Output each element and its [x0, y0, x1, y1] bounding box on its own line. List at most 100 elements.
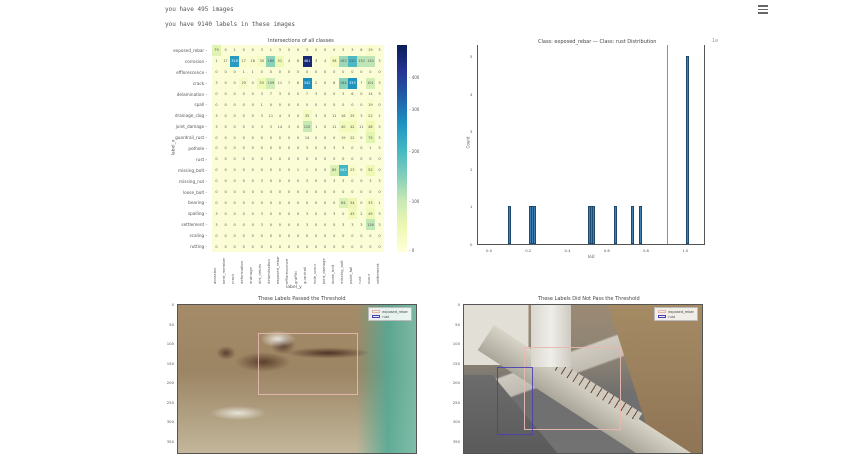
heatmap-cell: 0 — [215, 244, 218, 249]
heatmap-row-label: corrosion - — [184, 58, 207, 64]
heatmap-cell: 0 — [251, 102, 254, 107]
heatmap-cell: 22 — [347, 132, 357, 144]
heatmap-cell: 0 — [324, 200, 327, 205]
heatmap-cell: 3 — [314, 92, 318, 97]
heatmap-cell: 0 — [333, 70, 336, 75]
heatmap-row-label: exposed_rebar - — [173, 48, 207, 53]
heatmap-cell: 0 — [287, 70, 291, 75]
heatmap-cell: 0 — [314, 211, 318, 216]
heatmap-cell: 0 — [278, 179, 281, 184]
heatmap-cell: 0 — [342, 244, 345, 249]
heatmap-cell: 0 — [360, 102, 363, 107]
heatmap-cell: 0 — [360, 244, 363, 249]
heatmap-cell: 3 — [378, 135, 381, 140]
histogram-bar — [533, 206, 537, 244]
heatmap-cell: 3 — [378, 92, 381, 97]
heatmap-cell: 0 — [251, 92, 254, 97]
heatmap-cell: 0 — [314, 135, 318, 140]
heatmap-cell: 0 — [269, 70, 272, 75]
heatmap-cell: 49 — [365, 208, 375, 220]
heatmap-cell: 0 — [260, 200, 263, 205]
histogram-bar — [631, 206, 635, 244]
histogram-y-tick: 5 — [470, 54, 473, 60]
expand-icon[interactable]: 1e — [712, 38, 719, 44]
heatmap-cell: 0 — [369, 157, 372, 162]
heatmap-cell: 0 — [369, 244, 372, 249]
heatmap-cell: 35 — [302, 110, 312, 122]
heatmap-cell: 0 — [324, 135, 327, 140]
heatmap-cell: 0 — [260, 244, 263, 249]
heatmap-cell: 23 — [347, 164, 357, 176]
histogram-x-tick: 0.8 — [642, 248, 649, 253]
heatmap-cell: 0 — [296, 135, 300, 140]
heatmap-cell: 0 — [278, 200, 281, 205]
heatmap-col-label: abrasion — [212, 267, 217, 284]
heatmap-cell: 11 — [268, 113, 274, 118]
heatmap-cell: 0 — [360, 190, 363, 195]
legend-label: exposed_rebar — [382, 309, 408, 314]
heatmap-cell: 3 — [351, 48, 354, 53]
heatmap-cell: 461 — [302, 55, 312, 67]
heatmap-cell: 0 — [269, 102, 272, 107]
heatmap-cell: 0 — [233, 70, 236, 75]
heatmap-cell: 0 — [360, 233, 363, 238]
heatmap-cell: 0 — [269, 190, 272, 195]
heatmap-cell: 3 — [260, 48, 263, 53]
image-legend: exposed_rebar rust — [368, 307, 412, 321]
heatmap-cell: 6 — [296, 81, 300, 86]
histogram-bar — [592, 206, 596, 244]
heatmap-cell: 0 — [233, 222, 236, 227]
heatmap-cell: 2 — [360, 211, 363, 216]
heatmap-cell: 0 — [224, 113, 227, 118]
heatmap-cell: 0 — [287, 146, 291, 151]
heatmap-cell: 0 — [324, 70, 327, 75]
heatmap-cell: 6 — [351, 92, 354, 97]
bbox-exposed-rebar — [258, 333, 358, 395]
heatmap-cell: 0 — [360, 179, 363, 184]
heatmap-cell: 0 — [369, 233, 372, 238]
heatmap-cell: 0 — [369, 190, 372, 195]
heatmap-cell: 0 — [324, 211, 327, 216]
heatmap-cell: 0 — [269, 211, 272, 216]
heatmap-cell: 342 — [302, 77, 312, 89]
heatmap-cell: 1 — [251, 70, 254, 75]
hamburger-menu-icon[interactable] — [758, 5, 768, 14]
heatmap-cell: 3 — [260, 92, 263, 97]
histogram-bar — [613, 206, 617, 244]
heatmap-cell: 14 — [304, 135, 310, 140]
heatmap-cell: 4 — [278, 113, 281, 118]
heatmap-cell: 0 — [324, 168, 327, 173]
heatmap-cell: 0 — [278, 168, 281, 173]
heatmap-cell: 0 — [242, 233, 245, 238]
heatmap-cell: 0 — [342, 157, 345, 162]
heatmap-cell: 0 — [233, 124, 236, 129]
failed-threshold-title: These Labels Did Not Pass the Threshold — [538, 296, 640, 302]
heatmap-cell: 0 — [305, 70, 309, 75]
heatmap-cell: 0 — [314, 190, 318, 195]
heatmap-cell: 36 — [329, 55, 339, 67]
heatmap-cell: 0 — [314, 70, 318, 75]
image-y-tick: 300 — [166, 419, 174, 424]
image-y-tick: 50 — [169, 321, 174, 327]
heatmap-cell: 0 — [278, 190, 281, 195]
heatmap-cell: 3 — [342, 222, 345, 227]
heatmap-cell: 0 — [278, 233, 281, 238]
heatmap-cell: 0 — [251, 222, 254, 227]
heatmap-cell: 0 — [287, 157, 291, 162]
heatmap-cell: 250 — [347, 55, 357, 67]
heatmap-cell: 4 — [287, 59, 291, 64]
heatmap-cell: 3 — [314, 113, 318, 118]
label-count-text: you have 9140 labels in these images — [165, 21, 296, 28]
heatmap-cell: 130 — [356, 55, 366, 67]
heatmap-cell: 0 — [314, 102, 318, 107]
heatmap-cell: 0 — [296, 244, 300, 249]
heatmap-cell: 0 — [224, 146, 227, 151]
legend-label: exposed_rebar — [668, 309, 694, 314]
heatmap-cell: 0 — [378, 168, 381, 173]
heatmap-cell: 0 — [287, 190, 291, 195]
image-y-tick: 250 — [452, 399, 460, 405]
heatmap-cell: 0 — [224, 81, 227, 86]
heatmap-row-label: efflorescence - — [176, 69, 207, 75]
histogram-y-label: Count — [465, 136, 471, 149]
heatmap-cell: 0 — [233, 102, 236, 107]
